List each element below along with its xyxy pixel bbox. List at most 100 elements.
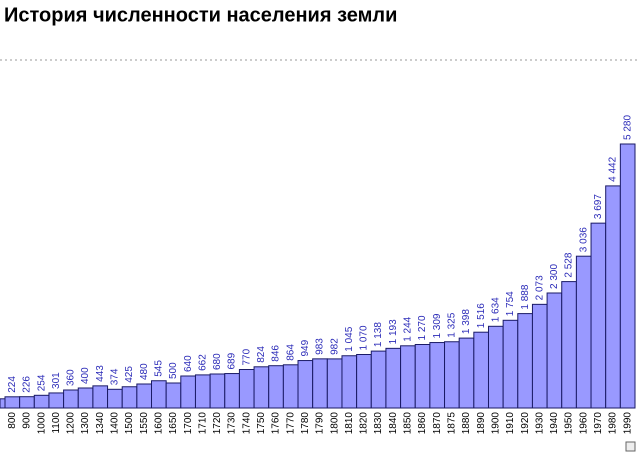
bar bbox=[165, 382, 182, 409]
x-tick-label: 900 bbox=[22, 412, 33, 429]
x-tick-label: 1820 bbox=[359, 412, 370, 435]
bar bbox=[48, 392, 65, 409]
bar bbox=[385, 347, 402, 409]
value-label: 425 bbox=[124, 366, 135, 383]
x-tick-label: 1740 bbox=[241, 412, 252, 435]
value-label: 500 bbox=[168, 362, 179, 379]
x-tick-label: 1300 bbox=[80, 412, 91, 435]
bar bbox=[312, 358, 328, 409]
bar bbox=[63, 389, 79, 409]
bar bbox=[282, 364, 299, 409]
bar bbox=[473, 331, 489, 409]
x-tick-label: 1710 bbox=[197, 412, 208, 435]
x-tick-label: 1550 bbox=[139, 412, 150, 435]
x-tick-label: 1990 bbox=[622, 412, 633, 435]
value-label: 301 bbox=[51, 372, 62, 389]
x-tick-label: 1950 bbox=[564, 412, 575, 435]
x-tick-label: 1780 bbox=[300, 412, 311, 435]
value-label: 2 300 bbox=[549, 264, 560, 289]
bar bbox=[502, 319, 519, 409]
bar bbox=[77, 387, 94, 409]
x-tick-label: 1960 bbox=[578, 412, 589, 435]
x-tick-label: 1810 bbox=[344, 412, 355, 435]
value-label: 949 bbox=[300, 339, 311, 356]
bar bbox=[151, 380, 167, 409]
x-tick-label: 800 bbox=[7, 412, 18, 429]
x-tick-label: 1760 bbox=[271, 412, 282, 435]
bar bbox=[194, 374, 211, 409]
value-label: 2 073 bbox=[534, 275, 545, 300]
value-label: 1 325 bbox=[447, 312, 458, 337]
bar bbox=[33, 394, 50, 409]
bar bbox=[92, 385, 109, 409]
bar bbox=[605, 185, 621, 409]
x-tick-label: 1700 bbox=[183, 412, 194, 435]
value-label: 1 138 bbox=[373, 322, 384, 347]
bar bbox=[517, 313, 533, 409]
bar bbox=[487, 325, 504, 409]
bar bbox=[268, 365, 284, 409]
bar bbox=[400, 345, 416, 409]
x-tick-label: 1890 bbox=[476, 412, 487, 435]
bar bbox=[180, 375, 196, 409]
value-label: 1 516 bbox=[476, 303, 487, 328]
bar bbox=[121, 386, 138, 409]
bar bbox=[444, 341, 460, 409]
value-label: 1 309 bbox=[432, 313, 443, 338]
chart-title: История численности населения земли bbox=[4, 4, 397, 26]
value-label: 864 bbox=[285, 344, 296, 361]
x-tick-label: 1730 bbox=[227, 412, 238, 435]
bar bbox=[561, 281, 577, 409]
x-tick-label: 1340 bbox=[95, 412, 106, 435]
value-label: 662 bbox=[197, 354, 208, 371]
bar bbox=[414, 344, 431, 409]
bar bbox=[209, 373, 226, 409]
value-label: 254 bbox=[36, 374, 47, 391]
bar bbox=[297, 360, 314, 409]
value-label: 226 bbox=[22, 376, 33, 393]
bar bbox=[326, 358, 343, 409]
bar bbox=[253, 366, 270, 409]
x-tick-label: 1930 bbox=[534, 412, 545, 435]
value-label: 689 bbox=[227, 352, 238, 369]
x-tick-label: 1860 bbox=[417, 412, 428, 435]
x-tick-label: 1750 bbox=[256, 412, 267, 435]
bar bbox=[19, 396, 35, 409]
corner-icon bbox=[625, 441, 636, 452]
x-tick-label: 1830 bbox=[373, 412, 384, 435]
x-tick-label: 1980 bbox=[608, 412, 619, 435]
bar bbox=[458, 337, 475, 409]
x-tick-label: 1875 bbox=[447, 412, 458, 435]
value-label: 1 754 bbox=[505, 291, 516, 316]
value-label: 846 bbox=[271, 345, 282, 362]
x-tick-label: 1850 bbox=[403, 412, 414, 435]
value-label: 1 244 bbox=[403, 316, 414, 341]
value-label: 224 bbox=[7, 376, 18, 393]
x-tick-label: 1910 bbox=[505, 412, 516, 435]
value-label: 374 bbox=[110, 368, 121, 385]
value-label: 3 697 bbox=[593, 194, 604, 219]
x-tick-label: 1870 bbox=[432, 412, 443, 435]
value-label: 443 bbox=[95, 365, 106, 382]
bar bbox=[546, 292, 563, 409]
value-label: 1 270 bbox=[417, 315, 428, 340]
value-label: 1 070 bbox=[359, 325, 370, 350]
x-tick-label: 1800 bbox=[329, 412, 340, 435]
x-tick-label: 1100 bbox=[51, 412, 62, 434]
x-tick-label: 1720 bbox=[212, 412, 223, 435]
value-label: 1 045 bbox=[344, 326, 355, 351]
x-tick-label: 1000 bbox=[36, 412, 47, 435]
bar bbox=[341, 355, 358, 409]
bar bbox=[575, 255, 592, 409]
bar bbox=[590, 222, 607, 409]
x-tick-label: 1970 bbox=[593, 412, 604, 435]
bar bbox=[224, 373, 240, 409]
bar bbox=[136, 383, 153, 409]
value-label: 680 bbox=[212, 353, 223, 370]
bar bbox=[356, 354, 372, 409]
x-tick-label: 1790 bbox=[315, 412, 326, 435]
value-label: 5 280 bbox=[622, 115, 633, 140]
value-label: 480 bbox=[139, 363, 150, 380]
value-label: 2 528 bbox=[564, 252, 575, 277]
